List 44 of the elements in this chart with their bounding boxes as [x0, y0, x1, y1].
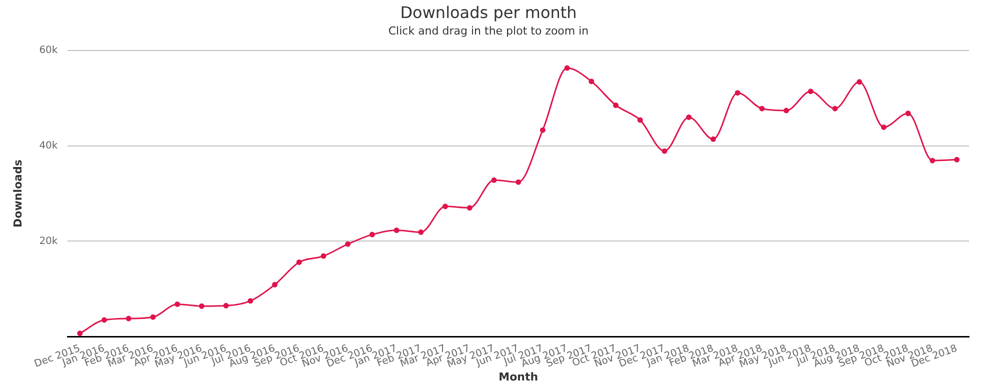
point — [394, 228, 400, 234]
point — [880, 124, 886, 130]
y-axis-title: Downloads — [11, 159, 24, 228]
point — [832, 106, 838, 112]
point — [540, 127, 546, 133]
point — [418, 229, 424, 235]
point — [102, 317, 108, 323]
y-tick-label: 40k — [39, 140, 58, 152]
point — [345, 241, 351, 247]
point — [808, 88, 814, 94]
point — [637, 117, 643, 123]
point — [198, 303, 204, 309]
point — [710, 136, 716, 142]
point — [905, 110, 911, 116]
point — [856, 79, 862, 85]
point — [442, 204, 448, 210]
chart-title: Downloads per month — [400, 2, 577, 22]
point — [223, 302, 229, 308]
point — [613, 102, 619, 108]
point — [734, 90, 740, 96]
point — [516, 179, 522, 185]
point — [174, 301, 180, 307]
y-tick-label: 60k — [39, 44, 58, 56]
y-tick-label: 20k — [39, 236, 58, 247]
point — [954, 156, 960, 162]
point — [930, 158, 936, 164]
point — [126, 316, 132, 322]
point — [466, 205, 472, 211]
point — [759, 106, 765, 112]
point — [588, 78, 594, 84]
chart-subtitle: Click and drag in the plot to zoom in — [388, 24, 589, 38]
point — [272, 282, 278, 288]
point — [150, 314, 156, 320]
point — [296, 259, 302, 265]
point — [369, 232, 375, 238]
point — [564, 65, 570, 71]
point — [320, 253, 326, 259]
x-axis-title: Month — [498, 370, 538, 384]
point — [662, 148, 668, 154]
point — [784, 108, 790, 114]
point — [77, 330, 83, 336]
point — [686, 114, 692, 120]
point — [491, 177, 497, 183]
point — [248, 298, 254, 304]
